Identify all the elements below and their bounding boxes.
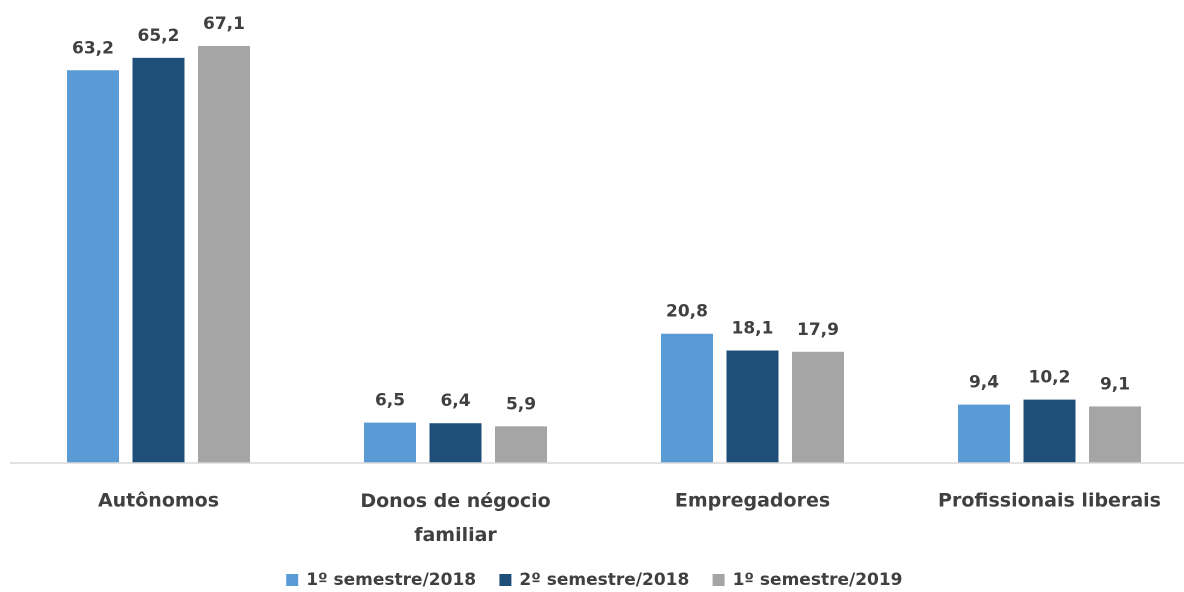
bar <box>661 333 713 463</box>
data-label: 17,9 <box>797 320 839 340</box>
legend-swatch <box>286 574 299 586</box>
bar <box>792 351 844 463</box>
x-tick-label: Empregadores <box>675 490 830 512</box>
legend-label: 1º semestre/2018 <box>306 570 476 590</box>
data-label: 10,2 <box>1029 368 1071 388</box>
bar <box>364 422 416 463</box>
data-label: 6,4 <box>440 391 470 411</box>
bar <box>198 46 250 464</box>
bar <box>132 57 185 463</box>
data-label: 63,2 <box>72 38 114 58</box>
bar <box>429 423 482 463</box>
data-label: 9,1 <box>1100 374 1130 394</box>
x-tick-label: Donos de négocio familiar <box>360 490 550 546</box>
legend-swatch <box>712 574 725 586</box>
data-label: 18,1 <box>732 319 774 339</box>
bar <box>1089 406 1141 463</box>
legend-label: 2º semestre/2018 <box>519 570 689 590</box>
bar <box>67 70 119 463</box>
data-label: 67,1 <box>203 14 245 34</box>
bar <box>958 404 1010 463</box>
bar <box>495 426 547 463</box>
legend-swatch <box>499 574 512 586</box>
data-label: 9,4 <box>969 373 999 393</box>
data-label: 6,5 <box>375 391 405 411</box>
x-tick-label: Autônomos <box>98 490 219 512</box>
bar <box>726 350 779 463</box>
data-label: 5,9 <box>506 394 536 414</box>
bar <box>1023 399 1076 463</box>
legend-label: 1º semestre/2019 <box>733 570 903 590</box>
x-tick-label: Profissionais liberais <box>938 490 1161 512</box>
data-label: 20,8 <box>666 302 708 322</box>
data-label: 65,2 <box>138 26 180 46</box>
